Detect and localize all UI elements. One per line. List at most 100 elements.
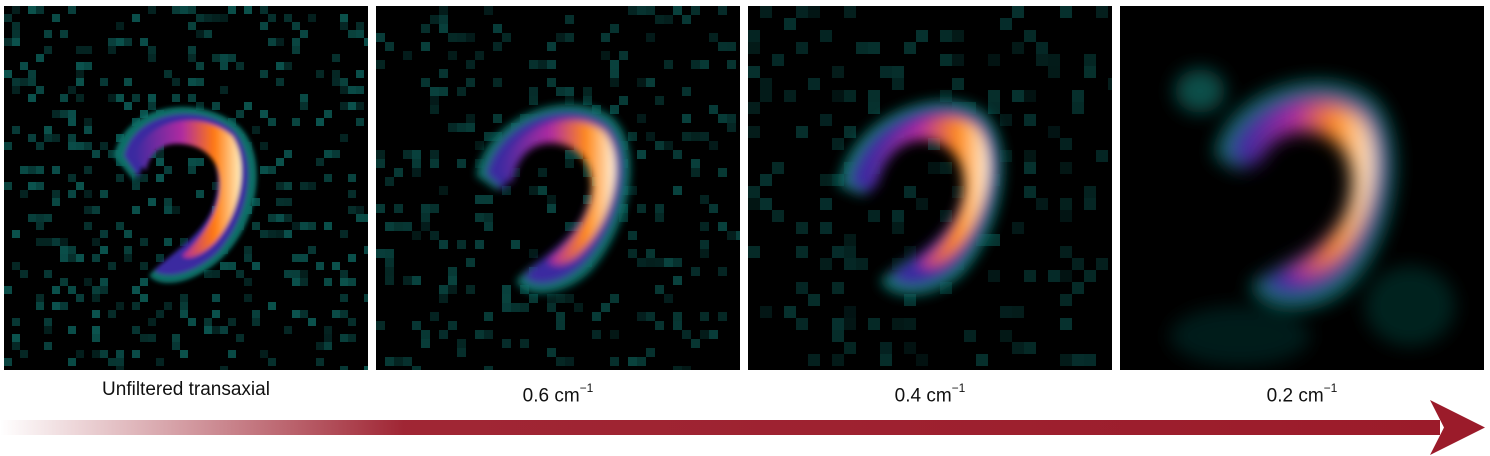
- noise-pixel: [356, 70, 364, 78]
- noise-pixel: [928, 162, 940, 174]
- noise-pixel: [844, 90, 856, 102]
- noise-pixel: [92, 206, 100, 214]
- noise-pixel: [511, 303, 520, 312]
- noise-pixel: [691, 267, 700, 276]
- noise-pixel: [44, 318, 52, 326]
- noise-pixel: [592, 312, 601, 321]
- noise-pixel: [76, 142, 84, 150]
- noise-pixel: [637, 258, 646, 267]
- noise-pixel: [188, 54, 196, 62]
- noise-pixel: [140, 38, 148, 46]
- noise-pixel: [116, 94, 124, 102]
- noise-pixel: [796, 318, 808, 330]
- noise-pixel: [12, 6, 20, 14]
- noise-pixel: [340, 366, 348, 370]
- noise-pixel: [316, 342, 324, 350]
- noise-pixel: [68, 142, 76, 150]
- noise-pixel: [1084, 354, 1096, 366]
- noise-pixel: [916, 30, 928, 42]
- noise-pixel: [220, 326, 228, 334]
- noise-pixel: [332, 78, 340, 86]
- noise-pixel: [646, 6, 655, 15]
- noise-pixel: [484, 366, 493, 370]
- noise-pixel: [421, 222, 430, 231]
- noise-pixel: [92, 150, 100, 158]
- noise-pixel: [691, 168, 700, 177]
- noise-pixel: [964, 330, 976, 342]
- noise-pixel: [340, 14, 348, 22]
- noise-pixel: [60, 110, 68, 118]
- noise-pixel: [439, 87, 448, 96]
- noise-pixel: [196, 102, 204, 110]
- noise-pixel: [124, 38, 132, 46]
- noise-pixel: [439, 24, 448, 33]
- noise-pixel: [709, 105, 718, 114]
- noise-pixel: [180, 6, 188, 14]
- noise-pixel: [844, 342, 856, 354]
- noise-pixel: [348, 318, 356, 326]
- noise-pixel: [12, 334, 20, 342]
- noise-pixel: [808, 294, 820, 306]
- noise-pixel: [308, 14, 316, 22]
- noise-pixel: [421, 213, 430, 222]
- noise-pixel: [430, 87, 439, 96]
- noise-pixel: [196, 78, 204, 86]
- noise-pixel: [466, 123, 475, 132]
- noise-pixel: [148, 198, 156, 206]
- noise-pixel: [92, 286, 100, 294]
- noise-pixel: [12, 126, 20, 134]
- noise-pixel: [952, 78, 964, 90]
- noise-pixel: [628, 231, 637, 240]
- noise-pixel: [493, 78, 502, 87]
- noise-pixel: [4, 14, 12, 22]
- noise-pixel: [220, 366, 228, 370]
- noise-pixel: [385, 222, 394, 231]
- noise-pixel: [68, 358, 76, 366]
- noise-pixel: [140, 262, 148, 270]
- noise-pixel: [1060, 6, 1072, 18]
- noise-pixel: [212, 182, 220, 190]
- noise-pixel: [511, 240, 520, 249]
- noise-pixel: [403, 357, 412, 366]
- noise-pixel: [601, 303, 610, 312]
- noise-pixel: [484, 330, 493, 339]
- noise-pixel: [1084, 198, 1096, 210]
- noise-pixel: [148, 334, 156, 342]
- noise-pixel: [260, 22, 268, 30]
- noise-pixel: [44, 46, 52, 54]
- noise-pixel: [748, 126, 760, 138]
- noise-pixel: [52, 134, 60, 142]
- noise-pixel: [646, 249, 655, 258]
- noise-pixel: [1024, 270, 1036, 282]
- noise-pixel: [292, 46, 300, 54]
- noise-pixel: [132, 326, 140, 334]
- noise-pixel: [84, 190, 92, 198]
- noise-pixel: [856, 258, 868, 270]
- noise-pixel: [820, 258, 832, 270]
- noise-pixel: [52, 198, 60, 206]
- gradient-right-arrow-icon: [0, 400, 1485, 455]
- noise-pixel: [276, 230, 284, 238]
- noise-pixel: [260, 142, 268, 150]
- noise-pixel: [268, 118, 276, 126]
- noise-pixel: [268, 166, 276, 174]
- noise-pixel: [760, 306, 772, 318]
- noise-pixel: [796, 126, 808, 138]
- noise-pixel: [252, 198, 260, 206]
- noise-pixel: [12, 38, 20, 46]
- noise-pixel: [439, 69, 448, 78]
- noise-pixel: [84, 126, 92, 134]
- noise-pixel: [204, 30, 212, 38]
- noise-pixel: [188, 166, 196, 174]
- noise-pixel: [36, 86, 44, 94]
- noise-pixel: [276, 198, 284, 206]
- noise-pixel: [412, 231, 421, 240]
- noise-pixel: [12, 86, 20, 94]
- noise-pixel: [457, 348, 466, 357]
- noise-pixel: [1060, 246, 1072, 258]
- noise-pixel: [940, 54, 952, 66]
- noise-pixel: [448, 321, 457, 330]
- noise-pixel: [1072, 282, 1084, 294]
- noise-pixel: [20, 270, 28, 278]
- noise-pixel: [748, 246, 760, 258]
